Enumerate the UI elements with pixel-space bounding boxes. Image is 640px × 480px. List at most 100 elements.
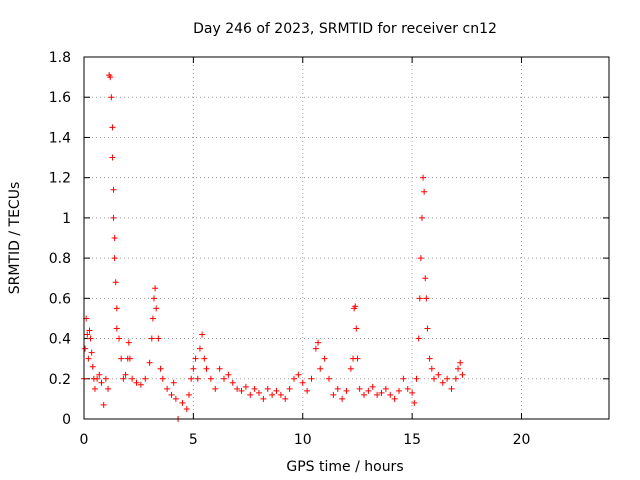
data-point: [378, 389, 385, 396]
data-point: [82, 345, 89, 352]
data-point: [146, 359, 153, 366]
data-point: [422, 275, 429, 282]
data-point: [369, 383, 376, 390]
data-point: [186, 391, 192, 398]
data-point: [100, 401, 107, 408]
data-point: [110, 186, 117, 193]
x-tick-label: 0: [80, 432, 89, 448]
data-point: [201, 355, 208, 362]
data-point: [172, 395, 179, 402]
data-point: [260, 395, 267, 402]
data-point: [459, 371, 466, 378]
data-point: [113, 325, 120, 332]
data-point: [352, 303, 359, 310]
data-point: [111, 255, 118, 262]
data-point: [418, 214, 425, 221]
data-point: [269, 391, 276, 398]
data-point: [452, 375, 459, 382]
data-point: [374, 391, 381, 398]
data-point: [149, 315, 156, 322]
data-point: [96, 371, 103, 378]
data-point: [426, 355, 433, 362]
data-point: [339, 395, 346, 402]
data-point: [347, 365, 354, 372]
data-point: [304, 387, 311, 394]
data-point: [439, 379, 446, 386]
data-series-cn12: [81, 72, 466, 422]
y-tick-label: 1.2: [49, 171, 71, 187]
data-point: [168, 391, 175, 398]
data-point: [91, 385, 98, 392]
data-point: [256, 389, 262, 396]
data-point: [282, 395, 289, 402]
data-point: [88, 349, 95, 356]
data-point: [413, 375, 420, 382]
data-point: [112, 279, 119, 286]
data-point: [435, 371, 442, 378]
data-point: [86, 327, 93, 334]
data-point: [343, 387, 350, 394]
data-point: [125, 339, 132, 346]
chart-title: Day 246 of 2023, SRMTID for receiver cn1…: [193, 21, 497, 37]
data-point: [116, 335, 122, 342]
data-point: [142, 375, 149, 382]
plot-frame: [83, 56, 610, 420]
data-point: [428, 365, 435, 372]
data-point: [225, 371, 232, 378]
data-point: [105, 385, 112, 392]
data-point: [251, 385, 258, 392]
data-point: [431, 375, 437, 382]
data-point: [321, 355, 328, 362]
x-tick-label: 10: [294, 432, 312, 448]
x-axis-tick-labels: 0 5 10 15 20: [80, 432, 531, 448]
y-axis-tick-labels: 0 0.2 0.4 0.6 0.8 1 1.2 1.4 1.6 1.8: [49, 50, 71, 428]
y-tick-label: 1.8: [49, 50, 71, 66]
data-point: [334, 385, 341, 392]
data-point: [94, 375, 101, 382]
data-point: [207, 375, 214, 382]
data-point: [382, 385, 389, 392]
data-point: [196, 345, 203, 352]
data-point: [416, 295, 423, 302]
data-point: [108, 94, 115, 101]
data-point: [420, 174, 427, 181]
data-point: [148, 335, 155, 342]
data-point: [423, 295, 430, 302]
data-point: [89, 363, 96, 370]
data-point: [457, 359, 464, 366]
data-point: [109, 154, 116, 161]
data-point: [113, 305, 120, 312]
data-point: [164, 385, 171, 392]
data-point: [188, 375, 195, 382]
data-point: [85, 355, 92, 362]
data-point: [409, 389, 416, 396]
grid-lines: [84, 57, 609, 419]
data-point: [212, 385, 219, 392]
data-point: [417, 255, 424, 262]
data-point: [242, 383, 249, 390]
x-axis-label: GPS time / hours: [286, 459, 403, 475]
data-point: [312, 345, 319, 352]
data-point: [238, 387, 245, 394]
data-point: [122, 371, 129, 378]
data-point: [102, 375, 109, 382]
data-point: [221, 375, 227, 382]
data-point: [203, 365, 210, 372]
data-point: [194, 375, 201, 382]
data-point: [391, 395, 398, 402]
data-point: [110, 214, 117, 221]
data-point: [411, 399, 418, 406]
data-point: [118, 355, 125, 362]
data-point: [179, 399, 186, 406]
axis-ticks: [83, 56, 609, 420]
data-point: [120, 375, 127, 382]
data-point: [87, 335, 94, 342]
y-tick-label: 1: [62, 211, 71, 227]
data-point: [190, 365, 197, 372]
data-point: [299, 379, 306, 386]
data-point: [444, 375, 451, 382]
data-point: [155, 335, 162, 342]
data-point: [157, 365, 164, 372]
x-tick-label: 5: [189, 432, 198, 448]
